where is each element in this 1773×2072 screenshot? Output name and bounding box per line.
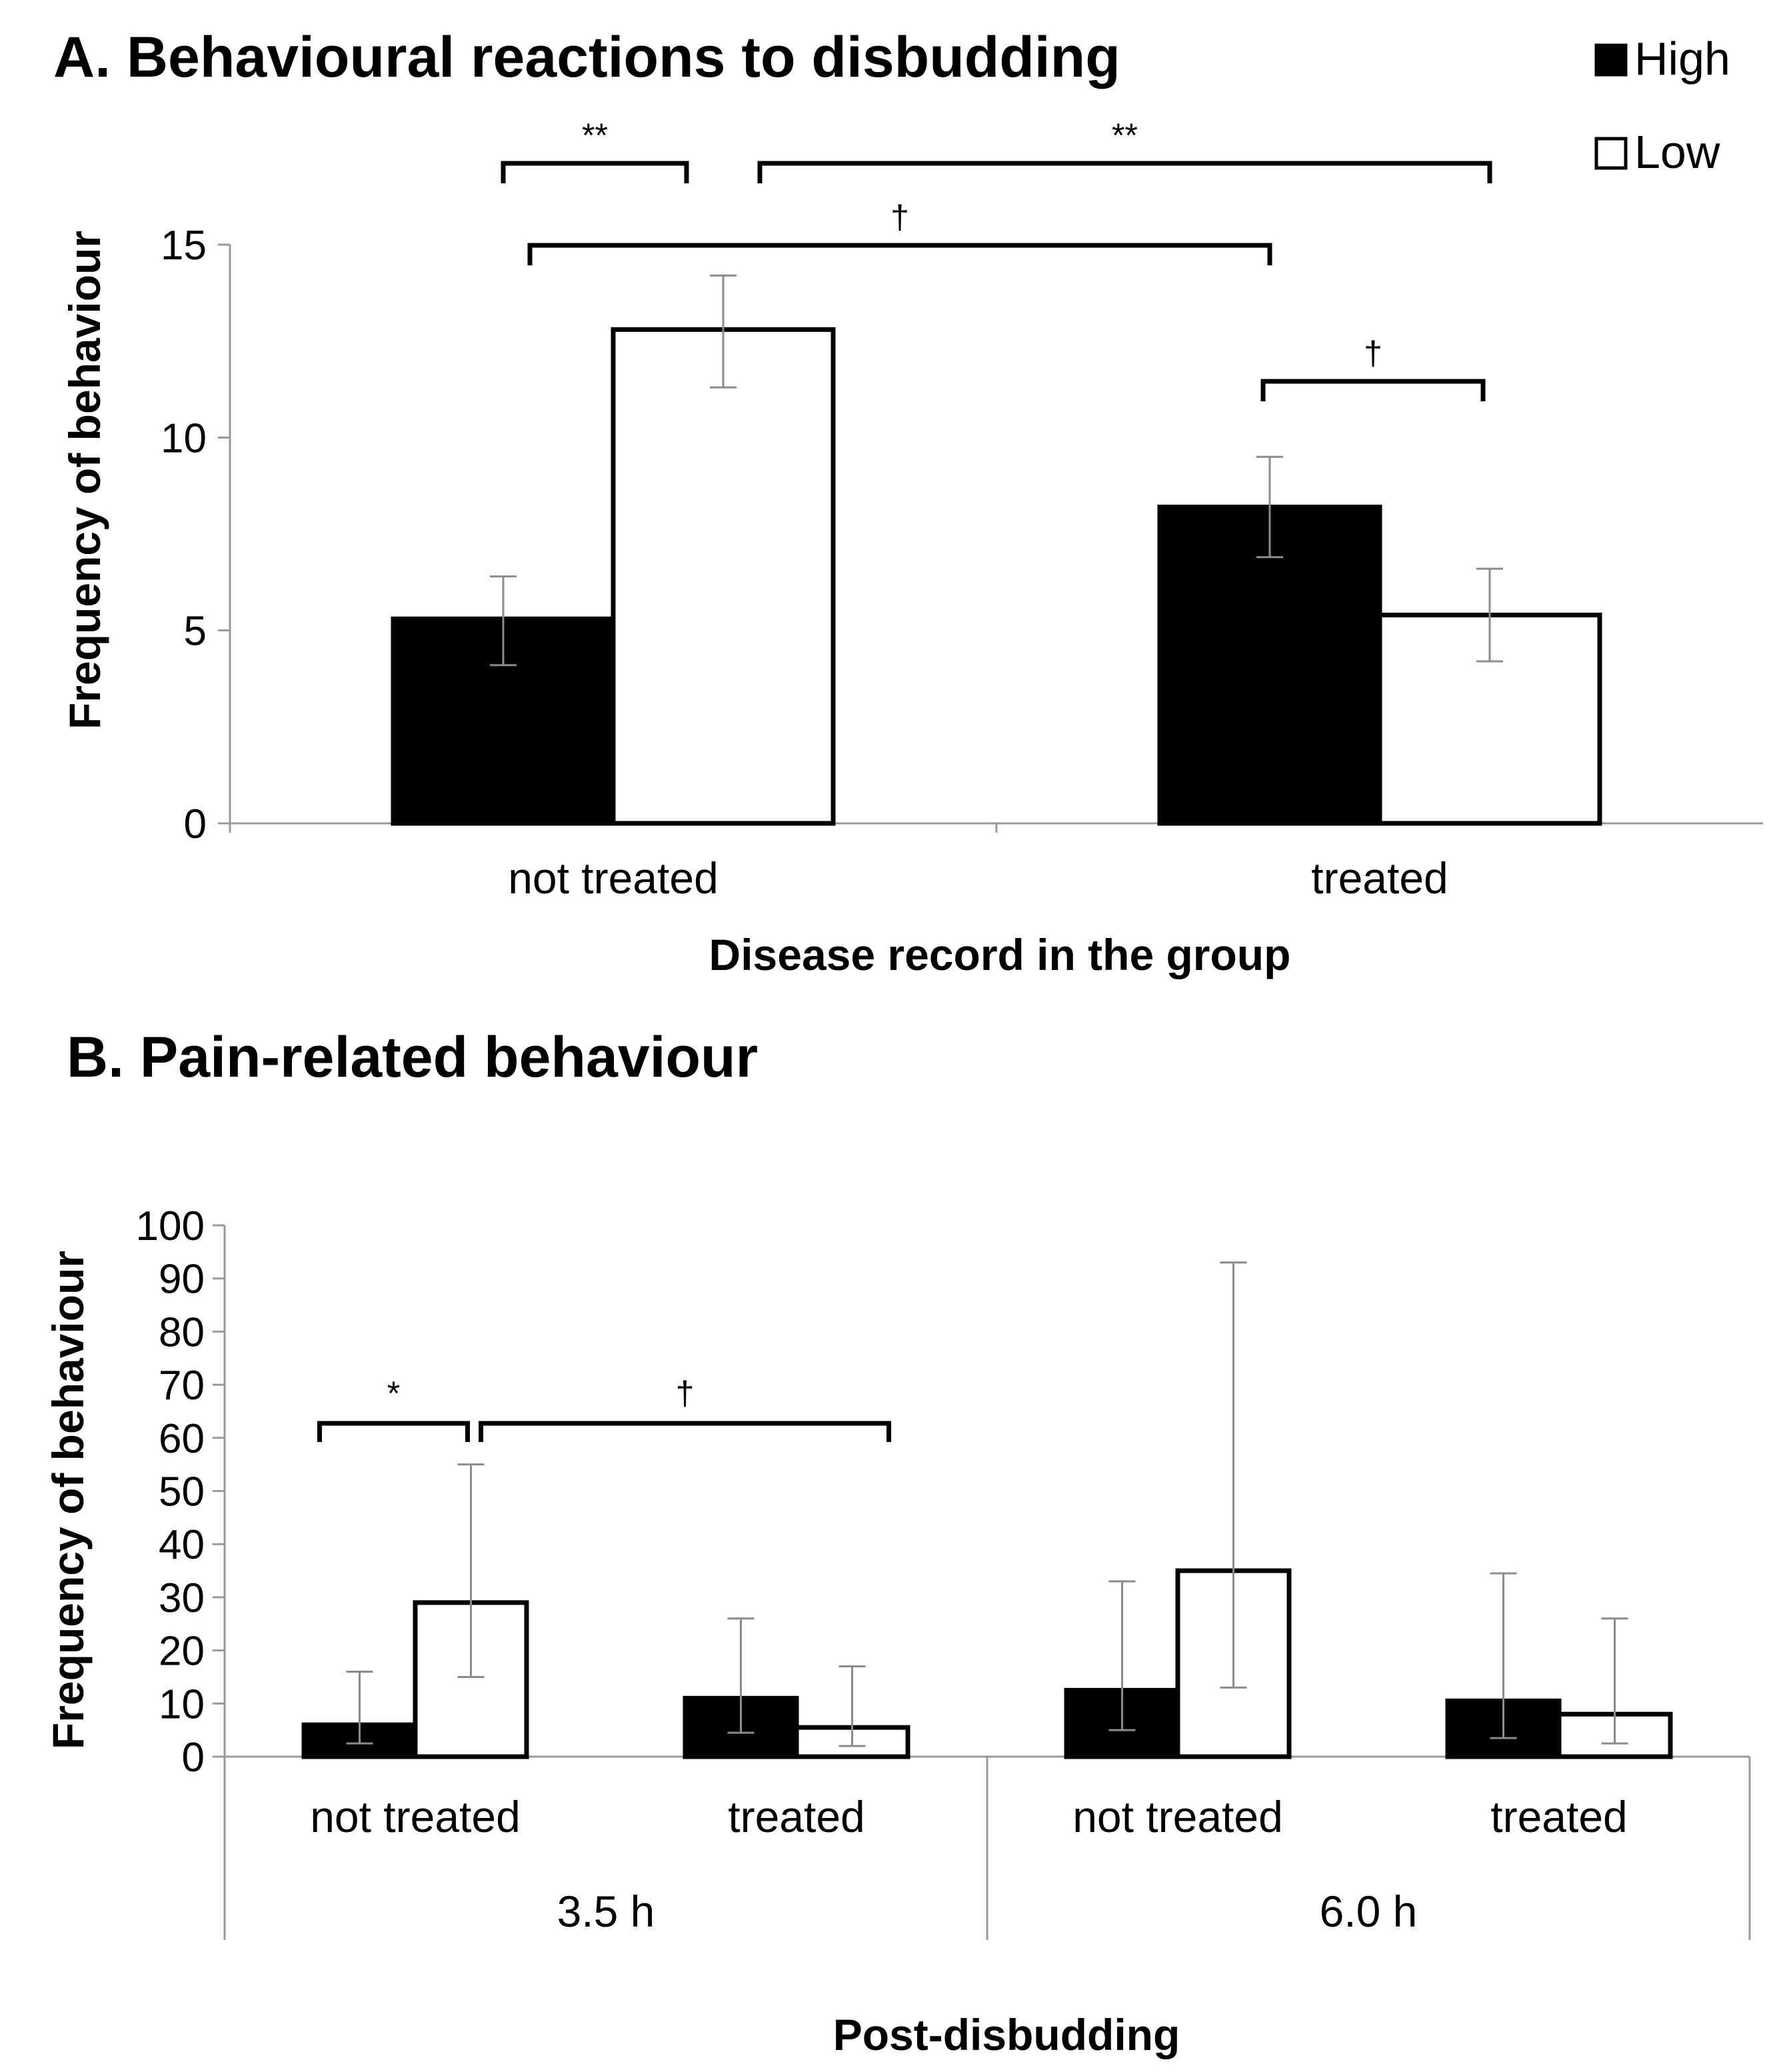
panel-a-y-tick-label: 10 — [161, 415, 207, 461]
panel-b-title: B. Pain-related behaviour — [67, 1025, 758, 1089]
panel-a-significance-bracket — [757, 161, 1492, 183]
panel-b-significance-label: † — [676, 1375, 695, 1412]
panel-a-significance-bracket — [1260, 379, 1486, 401]
legend-label-low: Low — [1634, 126, 1720, 178]
panel-b-category-label: not treated — [1072, 1792, 1283, 1841]
panel-b-group-label: 3.5 h — [557, 1887, 655, 1936]
panel-b-y-tick-label: 70 — [159, 1363, 205, 1409]
legend: High Low — [1594, 33, 1730, 178]
panel-b-group-label: 6.0 h — [1320, 1887, 1418, 1936]
panel-a-significance-bracket — [527, 243, 1272, 265]
panel-a-significance-label: ** — [582, 117, 608, 154]
panel-b-chart: B. Pain-related behaviour Frequency of b… — [43, 1025, 1751, 2059]
legend-label-high: High — [1634, 33, 1730, 85]
panel-b-y-axis-title: Frequency of behaviour — [43, 1251, 93, 1749]
panel-a-significance-bracket — [501, 161, 689, 183]
legend-swatch-low — [1594, 137, 1628, 170]
panel-a-significance-label: ** — [1112, 117, 1138, 154]
panel-b-y-tick-label: 50 — [159, 1469, 205, 1515]
panel-a-category-label: not treated — [508, 853, 719, 903]
legend-swatch-high — [1594, 43, 1628, 77]
panel-b-y-tick-label: 90 — [159, 1257, 205, 1303]
panel-a-y-axis-title: Frequency of behaviour — [60, 231, 109, 729]
panel-b-y-tick-label: 100 — [136, 1203, 205, 1249]
panel-a-significance-label: † — [1364, 335, 1382, 372]
panel-a-y-tick-label: 5 — [184, 609, 207, 655]
panel-b-significance-bracket — [317, 1421, 470, 1442]
panel-a-category-label: treated — [1311, 853, 1448, 903]
panel-b-category-label: treated — [728, 1792, 865, 1841]
panel-b-significance-label: * — [387, 1375, 400, 1412]
panel-a-significance-label: † — [890, 199, 909, 236]
panel-a-chart: A. Behavioural reactions to disbudding F… — [53, 25, 1763, 979]
panel-a-y-tick-label: 15 — [161, 223, 207, 269]
panel-b-x-axis-title: Post-disbudding — [833, 2010, 1180, 2059]
panel-a-bar-low — [611, 327, 836, 826]
panel-b-significance-bracket — [479, 1421, 891, 1442]
panel-b-y-tick-label: 10 — [159, 1681, 205, 1727]
panel-a-x-axis-title: Disease record in the group — [709, 930, 1291, 979]
panel-b-y-tick-label: 80 — [159, 1309, 205, 1355]
panel-b-category-label: treated — [1490, 1792, 1627, 1841]
panel-a-y-tick-label: 0 — [184, 801, 207, 847]
panel-b-category-label: not treated — [310, 1792, 521, 1841]
panel-b-y-tick-label: 20 — [159, 1629, 205, 1675]
panel-a-title: A. Behavioural reactions to disbudding — [53, 25, 1120, 89]
panel-b-y-tick-label: 40 — [159, 1522, 205, 1568]
panel-b-y-tick-label: 30 — [159, 1575, 205, 1621]
panel-b-y-tick-label: 60 — [159, 1416, 205, 1462]
panel-b-y-tick-label: 0 — [182, 1735, 205, 1781]
